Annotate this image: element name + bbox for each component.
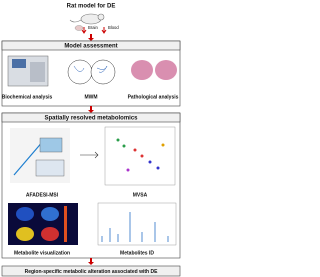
section-header bbox=[1, 112, 181, 123]
arrow bbox=[81, 27, 87, 34]
arrow-head bbox=[88, 262, 94, 265]
section-header bbox=[1, 40, 181, 51]
pathology-image bbox=[131, 60, 177, 80]
analyzer-image bbox=[7, 55, 49, 87]
sample-label: Blood bbox=[108, 25, 119, 30]
diagram: Rat model for DE Brain Blood Model asses… bbox=[1, 4, 181, 277]
panel-label: Pathological analysis bbox=[128, 94, 179, 100]
conclusion: Region-specific metabolic alteration ass… bbox=[25, 269, 158, 275]
rat-icon bbox=[69, 13, 105, 25]
visualization-image bbox=[8, 203, 78, 245]
section-title: Spatially resolved metabolomics bbox=[44, 116, 138, 122]
section-title: Model assessment bbox=[64, 44, 117, 50]
panel-label: MWM bbox=[84, 94, 97, 100]
title: Rat model for DE bbox=[67, 4, 116, 10]
brain-icon bbox=[74, 25, 84, 31]
panel-label: Metabolites ID bbox=[120, 250, 154, 256]
arrow bbox=[101, 27, 107, 34]
panel-label: Biochemical analysis bbox=[2, 94, 53, 100]
msi-image bbox=[10, 128, 70, 183]
panel-label: MVSA bbox=[133, 192, 148, 198]
conclusion-box bbox=[1, 265, 181, 277]
sample-label: Brain bbox=[88, 25, 98, 30]
arrow-head bbox=[88, 38, 94, 41]
panel-label: Metabolite visualization bbox=[14, 250, 70, 256]
mwm-image bbox=[67, 59, 116, 85]
page: {"header": {"title": "Rat model for DE",… bbox=[1, 3, 181, 277]
arrow bbox=[80, 151, 99, 159]
arrow-head bbox=[88, 110, 94, 113]
panel-label: AFADESI-MSI bbox=[26, 192, 59, 198]
spectrum-image bbox=[97, 202, 177, 246]
mvsa-image bbox=[104, 126, 176, 186]
